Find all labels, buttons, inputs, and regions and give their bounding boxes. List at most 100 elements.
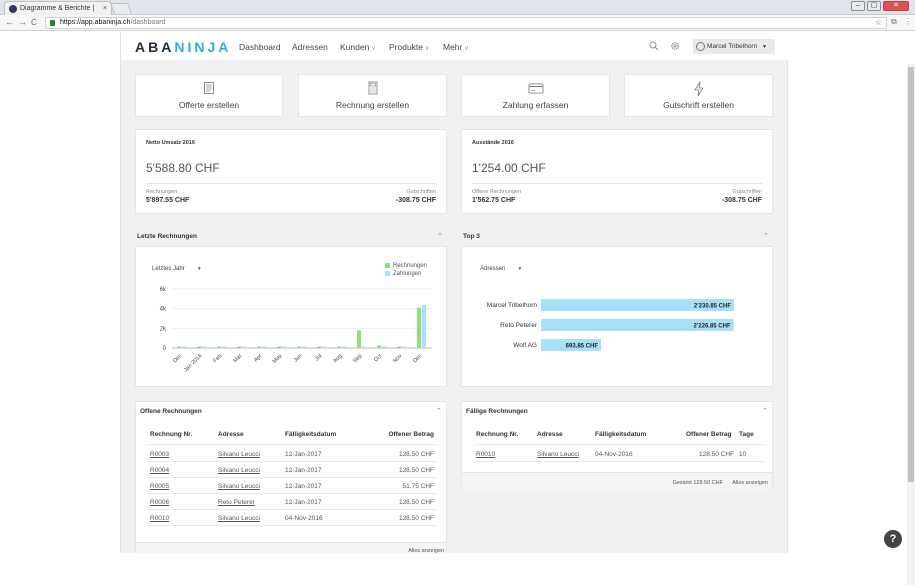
faelligkeitsdatum: 12-Jan-2017	[285, 483, 322, 490]
bar-zahlungen	[362, 346, 366, 348]
zahlung-erfassen-button[interactable]: Zahlung erfassen	[461, 74, 610, 117]
top3-value-label: 693.85 CHF	[566, 344, 599, 350]
offene-rechnungen-table: Rechnung Nr. Adresse Fälligkeitsdatum Of…	[148, 431, 436, 531]
rechnung-erstellen-button[interactable]: Rechnung erstellen	[298, 74, 447, 117]
url-field[interactable]: https://app.abaninja.ch/dashboard ☆	[45, 17, 887, 29]
x-tick-label: Dec	[172, 353, 183, 364]
abaninja-logo[interactable]: ABANINJA	[135, 39, 232, 55]
x-tick-label: Mar	[232, 353, 243, 364]
table-row[interactable]: R0004 Silvano Leucci 12-Jan-2017 128.50 …	[148, 462, 436, 478]
window-maximize-button[interactable]: ▢	[867, 1, 881, 11]
action-label: Gutschrift erstellen	[663, 100, 734, 110]
top3-value-label: 2'230.85 CHF	[694, 304, 731, 310]
tage: 10	[739, 451, 747, 458]
adresse-link[interactable]: Silvano Leucci	[218, 515, 260, 522]
credit-card-icon	[528, 81, 544, 100]
gear-icon[interactable]	[670, 41, 680, 54]
collapse-chevron-icon[interactable]: ⌃	[436, 408, 442, 415]
scrollbar-thumb[interactable]	[908, 67, 914, 482]
rechnung-link[interactable]: R0004	[150, 467, 170, 474]
stat-value: 1'254.00 CHF	[472, 161, 546, 175]
offerte-erstellen-button[interactable]: Offerte erstellen	[135, 74, 283, 117]
window-close-button[interactable]: ✕	[883, 1, 909, 11]
help-button[interactable]: ?	[884, 530, 902, 548]
table-row[interactable]: R0005 Silvano Leucci 12-Jan-2017 51.75 C…	[148, 478, 436, 494]
bar-rechnungen	[337, 346, 341, 348]
browser-tab[interactable]: Diagramme & Berichte | ×	[4, 1, 112, 15]
user-menu-button[interactable]: Marcel Tribelhorn ▼	[693, 39, 775, 54]
lock-icon	[50, 20, 55, 26]
adresse-link[interactable]: Reto Peterer	[218, 499, 255, 506]
nav-adressen[interactable]: Adressen	[292, 42, 328, 52]
top3-filter-dropdown[interactable]: Adressen ▼	[480, 266, 523, 272]
stat-left-value: 1'562.75 CHF	[472, 197, 516, 204]
offener-betrag: 128.50 CHF	[699, 451, 735, 458]
table-header-row: Rechnung Nr. Adresse Fälligkeitsdatum Of…	[148, 431, 436, 445]
nav-produkte[interactable]: Produkte ∨	[389, 42, 430, 52]
faelligkeitsdatum: 12-Jan-2017	[285, 467, 322, 474]
table-row[interactable]: R0010 Silvano Leucci 04-Nov-2016 128.50 …	[474, 446, 764, 462]
rechnung-link[interactable]: R0010	[476, 451, 496, 458]
chevron-down-icon: ∨	[425, 46, 430, 52]
page-scrollbar[interactable]	[907, 64, 915, 585]
collapse-chevron-icon[interactable]: ⌃	[763, 233, 769, 240]
reload-icon[interactable]: C	[31, 18, 37, 27]
column-header: Offener Betrag	[388, 431, 434, 438]
stat-value: 5'588.80 CHF	[146, 161, 220, 175]
adresse-link[interactable]: Silvano Leucci	[218, 467, 260, 474]
rechnung-link[interactable]: R0003	[150, 451, 170, 458]
period-dropdown[interactable]: Letztes Jahr ▼	[152, 266, 202, 272]
rechnung-link[interactable]: R0005	[150, 483, 170, 490]
x-tick-label: Nov	[392, 353, 403, 364]
divider	[146, 183, 436, 184]
stat-right-value: -308.75 CHF	[721, 197, 762, 204]
adresse-link[interactable]: Silvano Leucci	[537, 451, 579, 458]
offene-rechnungen-card: Offene Rechnungen ⌃ Rechnung Nr. Adresse…	[135, 401, 447, 554]
alles-anzeigen-link[interactable]: Alles anzeigen	[732, 480, 768, 486]
forward-icon[interactable]: →	[18, 17, 27, 27]
bar-rechnungen	[257, 346, 261, 348]
x-tick-label: Apr	[253, 353, 263, 363]
card-footer: Gesamt 128.50 CHF Alles anzeigen	[462, 472, 772, 490]
table-row[interactable]: R0010 Silvano Leucci 04-Nov-2016 128.50 …	[148, 510, 436, 526]
browser-tab-strip: Diagramme & Berichte | × – ▢ ✕	[0, 0, 915, 15]
tab-close-icon[interactable]: ×	[102, 5, 107, 12]
nav-dashboard[interactable]: Dashboard	[239, 42, 281, 52]
window-minimize-button[interactable]: –	[851, 1, 865, 11]
alles-anzeigen-link[interactable]: Alles anzeigen	[408, 548, 444, 554]
bar-rechnungen	[397, 346, 401, 348]
top3-card: Adressen ▼ Marcel Tribelhorn 2'230.85 CHF R…	[461, 246, 773, 387]
table-row[interactable]: R0006 Reto Peterer 12-Jan-2017 128.50 CH…	[148, 494, 436, 510]
bookmark-star-icon[interactable]: ☆	[874, 18, 882, 27]
column-header: Fälligkeitsdatum	[595, 431, 647, 438]
rechnung-link[interactable]: R0006	[150, 499, 170, 506]
nav-mehr[interactable]: Mehr ∨	[443, 42, 469, 52]
table-row[interactable]: R0003 Silvano Leucci 12-Jan-2017 128.50 …	[148, 446, 436, 462]
bar-zahlungen	[282, 346, 286, 348]
x-tick-label: Jun	[293, 353, 304, 364]
back-icon[interactable]: ←	[5, 17, 14, 27]
adresse-link[interactable]: Silvano Leucci	[218, 451, 260, 458]
browser-menu-icon[interactable]: ⋮	[904, 17, 912, 26]
faellige-rechnungen-card: Fällige Rechnungen ⌃ Rechnung Nr. Adress…	[461, 401, 773, 490]
legend-rechnungen: Rechnungen	[385, 263, 427, 269]
stat-right-label: Gutschriften	[732, 189, 762, 195]
adresse-link[interactable]: Silvano Leucci	[218, 483, 260, 490]
bar-zahlungen	[322, 346, 326, 348]
bar-rechnungen	[417, 307, 421, 348]
caret-down-icon: ▼	[196, 266, 202, 272]
y-tick-label: 2k	[160, 326, 167, 332]
collapse-chevron-icon[interactable]: ⌃	[762, 408, 768, 415]
x-tick-label: Dec	[412, 353, 423, 364]
x-tick-label: Oct	[373, 353, 384, 364]
gutschrift-erstellen-button[interactable]: Gutschrift erstellen	[624, 74, 773, 117]
rechnung-link[interactable]: R0010	[150, 515, 170, 522]
extension-icon[interactable]: ⧉	[891, 17, 897, 26]
bar-rechnungen	[237, 346, 241, 348]
search-icon[interactable]	[649, 41, 659, 54]
top-navigation: ABANINJA Dashboard Adressen Kunden ∨ Prod…	[121, 32, 789, 60]
new-tab-button[interactable]	[109, 3, 133, 14]
collapse-chevron-icon[interactable]: ⌃	[437, 233, 443, 240]
nav-kunden[interactable]: Kunden ∨	[340, 42, 376, 52]
top3-value-label: 2'226.85 CHF	[694, 324, 731, 330]
